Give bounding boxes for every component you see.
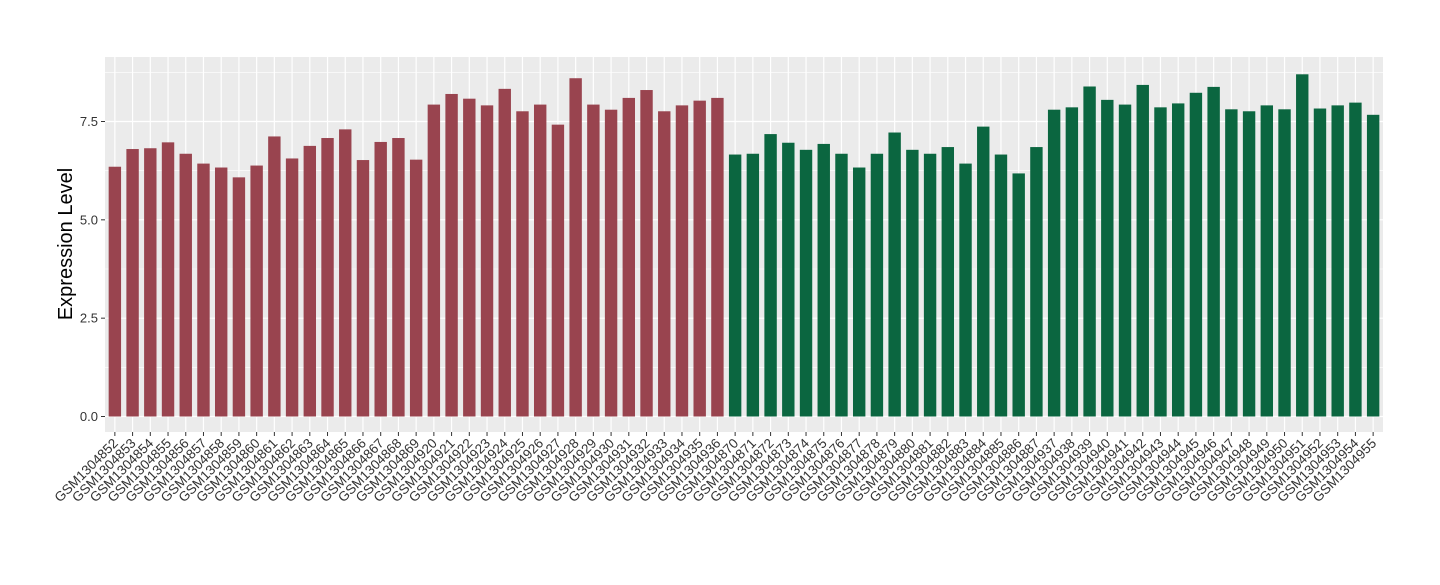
bar-GSM1304940 <box>1101 99 1114 417</box>
bar-GSM1304856 <box>179 153 192 417</box>
bar-GSM1304866 <box>356 160 370 417</box>
bar-GSM1304858 <box>214 167 228 417</box>
bar-GSM1304939 <box>1083 86 1096 417</box>
bar-GSM1304868 <box>392 138 405 417</box>
bar-GSM1304952 <box>1313 108 1327 417</box>
bar-GSM1304941 <box>1118 104 1132 417</box>
x-axis-ticks: GSM1304852GSM1304853GSM1304854GSM1304855… <box>51 432 1379 505</box>
bar-GSM1304947 <box>1225 109 1238 417</box>
bar-GSM1304882 <box>941 147 955 417</box>
bar-GSM1304875 <box>817 143 830 417</box>
bar-GSM1304932 <box>640 90 653 417</box>
bar-GSM1304921 <box>445 93 458 417</box>
bar-GSM1304931 <box>622 97 636 417</box>
bar-GSM1304876 <box>835 153 848 417</box>
bar-GSM1304862 <box>285 158 299 417</box>
bar-GSM1304865 <box>339 129 352 417</box>
bar-GSM1304859 <box>232 177 246 417</box>
bar-GSM1304870 <box>728 154 742 417</box>
bar-GSM1304923 <box>480 105 494 417</box>
bar-GSM1304924 <box>498 88 511 417</box>
bar-GSM1304879 <box>888 132 901 417</box>
bar-GSM1304942 <box>1136 84 1149 417</box>
bar-GSM1304944 <box>1171 103 1185 417</box>
bar-GSM1304884 <box>977 126 990 417</box>
bar-GSM1304881 <box>923 153 937 417</box>
bar-GSM1304886 <box>1012 173 1025 417</box>
y-tick-label: 0.0 <box>80 409 98 424</box>
bar-GSM1304934 <box>675 105 689 417</box>
bar-GSM1304936 <box>711 97 724 417</box>
bar-GSM1304938 <box>1065 107 1079 417</box>
bar-GSM1304955 <box>1366 114 1380 417</box>
y-axis-label: Expression Level <box>55 168 77 320</box>
bar-GSM1304869 <box>409 159 423 417</box>
bar-GSM1304950 <box>1278 109 1291 417</box>
bar-GSM1304937 <box>1047 109 1061 417</box>
bar-GSM1304860 <box>250 165 263 417</box>
bar-GSM1304922 <box>463 98 476 417</box>
bar-GSM1304883 <box>959 163 972 417</box>
bar-GSM1304954 <box>1349 102 1362 417</box>
y-axis-ticks: 0.0 2.5 5.0 7.5 <box>80 114 105 424</box>
bar-GSM1304948 <box>1242 111 1256 417</box>
y-tick-label: 5.0 <box>80 212 98 227</box>
bar-GSM1304933 <box>658 111 671 417</box>
bar-GSM1304874 <box>799 149 813 417</box>
bar-GSM1304873 <box>782 142 795 417</box>
bar-GSM1304857 <box>197 163 210 417</box>
bar-GSM1304867 <box>374 141 387 417</box>
bar-GSM1304929 <box>587 104 600 417</box>
bar-GSM1304855 <box>161 142 175 417</box>
bar-GSM1304887 <box>1030 147 1043 417</box>
bar-GSM1304925 <box>516 111 529 417</box>
bar-layer <box>108 74 1380 417</box>
bar-GSM1304927 <box>551 124 565 417</box>
bar-GSM1304853 <box>126 149 139 417</box>
y-tick-label: 2.5 <box>80 311 98 326</box>
bar-GSM1304871 <box>746 153 760 417</box>
bar-GSM1304861 <box>268 136 281 417</box>
bar-GSM1304945 <box>1189 92 1203 417</box>
bar-GSM1304943 <box>1154 107 1167 417</box>
bar-GSM1304926 <box>533 104 547 417</box>
bar-GSM1304877 <box>852 167 866 417</box>
bar-GSM1304880 <box>906 149 919 417</box>
bar-GSM1304872 <box>764 134 777 417</box>
bar-GSM1304949 <box>1260 105 1274 417</box>
bar-GSM1304854 <box>144 148 157 417</box>
bar-GSM1304953 <box>1331 105 1344 417</box>
bar-GSM1304946 <box>1207 86 1220 417</box>
bar-GSM1304852 <box>108 166 122 417</box>
y-tick-label: 7.5 <box>80 114 98 129</box>
bar-GSM1304935 <box>693 100 706 417</box>
bar-GSM1304885 <box>994 154 1008 417</box>
bar-GSM1304878 <box>870 153 884 417</box>
bar-GSM1304928 <box>569 78 582 417</box>
bar-GSM1304920 <box>427 104 441 417</box>
bar-GSM1304863 <box>303 145 317 417</box>
bar-GSM1304864 <box>321 138 334 417</box>
bar-GSM1304951 <box>1296 74 1309 417</box>
panel-background <box>105 57 1383 432</box>
bar-GSM1304930 <box>604 109 618 417</box>
